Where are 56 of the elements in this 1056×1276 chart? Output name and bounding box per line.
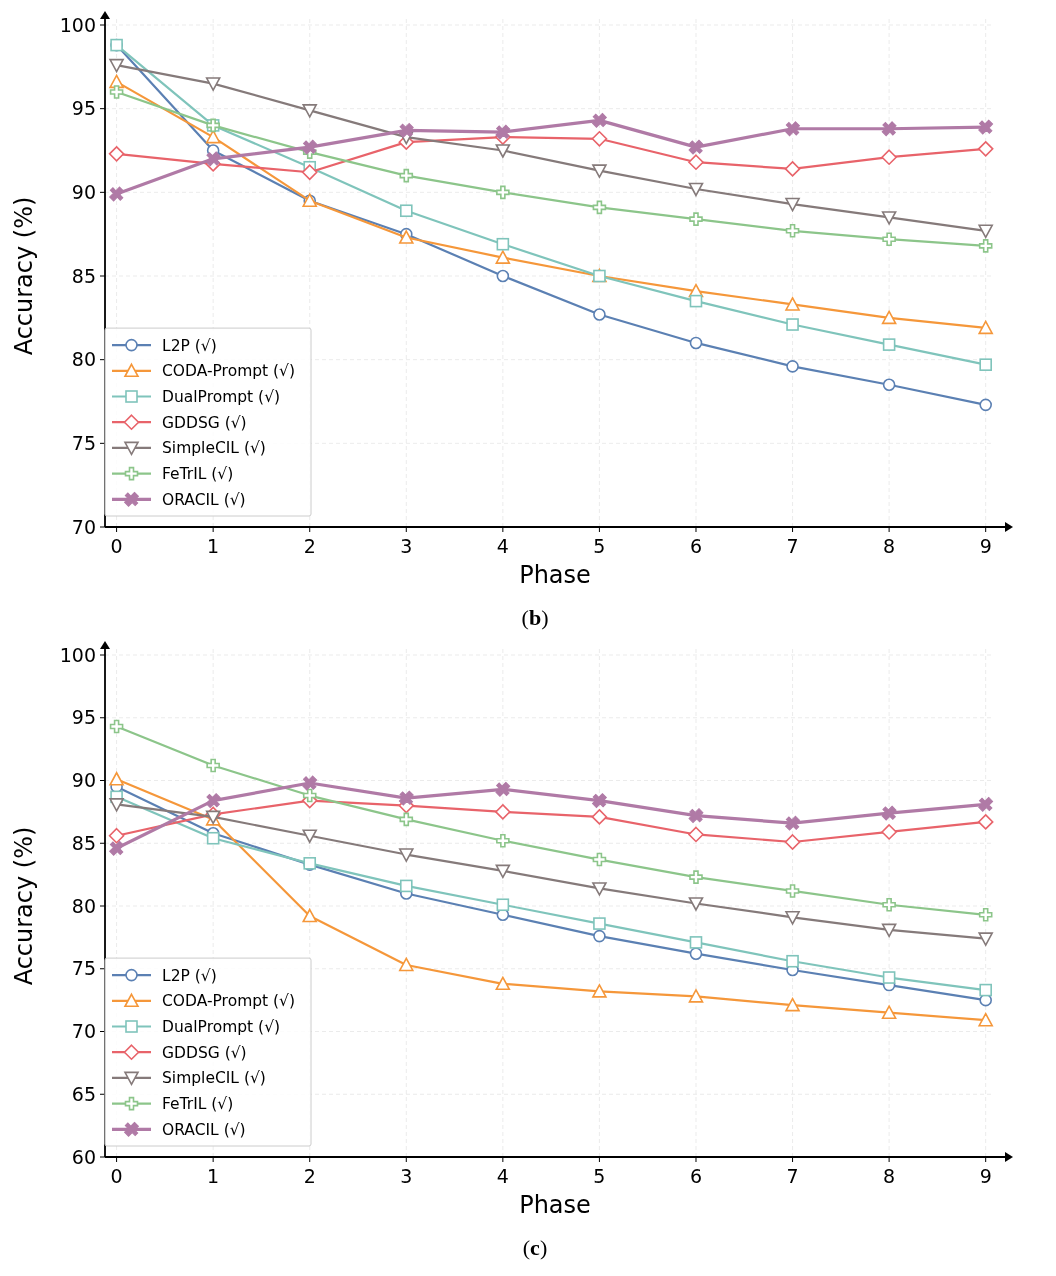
x-tick-label: 2 [303,1165,316,1187]
legend-label: ORACIL (√) [162,490,246,509]
text: (c) [522,1235,548,1260]
y-tick-label: 85 [71,264,96,287]
x-axis-title: Phase [519,1191,591,1219]
x-tick-label: 7 [786,1165,799,1187]
legend-label: DualPrompt (√) [162,1017,281,1036]
text: (b) [521,605,549,630]
legend-label: L2P (√) [162,966,217,985]
y-tick-label: 90 [71,180,96,203]
x-axis-title: Phase [519,561,591,589]
y-axis-title: Accuracy (%) [10,196,38,356]
legend-label: DualPrompt (√) [162,387,281,406]
legend-label: FeTrIL (√) [162,1095,234,1114]
x-tick-label: 4 [496,535,509,557]
x-tick-label: 4 [496,1165,509,1187]
legend-label: CODA-Prompt (√) [162,992,296,1011]
y-tick-label: 75 [71,957,96,980]
y-tick-label: 100 [59,13,96,36]
y-tick-label: 95 [71,706,96,729]
x-tick-label: 8 [883,535,896,557]
x-tick-label: 1 [207,535,220,557]
y-tick-label: 95 [71,97,96,120]
legend-label: L2P (√) [162,336,217,355]
y-tick-label: 80 [71,894,96,917]
y-tick-label: 100 [59,643,96,666]
x-tick-label: 6 [689,535,703,557]
x-tick-label: 3 [400,535,413,557]
legend-label: GDDSG (√) [162,413,247,432]
x-tick-label: 6 [689,1165,703,1187]
y-tick-label: 70 [71,515,96,538]
legend-label: CODA-Prompt (√) [162,362,296,381]
x-tick-label: 2 [303,535,316,557]
x-tick-label: 0 [110,535,123,557]
x-tick-label: 5 [593,1165,606,1187]
y-tick-label: 85 [71,831,96,854]
y-tick-label: 75 [71,431,96,454]
legend-label: SimpleCIL (√) [162,439,266,458]
y-tick-label: 65 [71,1082,96,1105]
x-tick-label: 3 [400,1165,413,1187]
x-tick-label: 7 [786,535,799,557]
legend-label: SimpleCIL (√) [162,1069,266,1088]
x-tick-label: 5 [593,535,606,557]
legend-label: ORACIL (√) [162,1120,246,1139]
y-axis-title: Accuracy (%) [10,826,38,986]
x-tick-label: 0 [110,1165,123,1187]
legend-label: FeTrIL (√) [162,465,234,484]
x-tick-label: 9 [979,535,992,557]
y-tick-label: 70 [71,1020,96,1043]
y-tick-label: 60 [71,1145,96,1168]
y-tick-label: 80 [71,348,96,371]
x-tick-label: 1 [207,1165,220,1187]
legend-label: GDDSG (√) [162,1043,247,1062]
y-tick-label: 90 [71,769,96,792]
x-tick-label: 9 [979,1165,992,1187]
x-tick-label: 8 [883,1165,896,1187]
